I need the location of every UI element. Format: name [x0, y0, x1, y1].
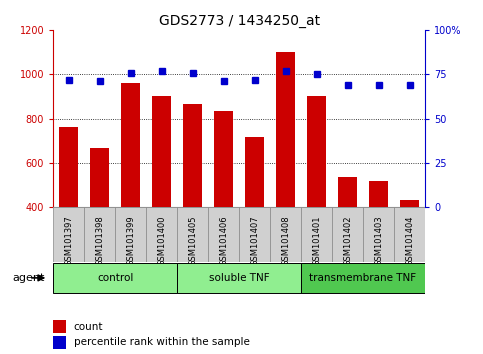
Text: count: count [73, 321, 103, 332]
Bar [245, 137, 264, 207]
Bar [184, 104, 202, 207]
Bar [177, 263, 301, 293]
Bar [270, 207, 301, 262]
Text: GSM101408: GSM101408 [281, 215, 290, 266]
Bar [53, 207, 84, 262]
Text: GSM101404: GSM101404 [405, 215, 414, 266]
Bar [369, 181, 388, 207]
Bar [208, 207, 239, 262]
Text: agent: agent [12, 273, 44, 283]
Bar [90, 148, 109, 207]
Text: percentile rank within the sample: percentile rank within the sample [73, 337, 249, 348]
Bar [146, 207, 177, 262]
Text: GSM101406: GSM101406 [219, 215, 228, 266]
Bar [53, 336, 66, 349]
Bar [338, 177, 357, 207]
Bar [53, 320, 66, 333]
Text: control: control [97, 273, 133, 283]
Bar [177, 207, 208, 262]
Bar [301, 263, 425, 293]
Text: GSM101398: GSM101398 [95, 215, 104, 266]
Bar [84, 207, 115, 262]
Text: GSM101399: GSM101399 [126, 215, 135, 266]
Bar [363, 207, 394, 262]
Text: soluble TNF: soluble TNF [209, 273, 270, 283]
Bar [115, 207, 146, 262]
Text: GSM101397: GSM101397 [64, 215, 73, 266]
Bar [152, 96, 171, 207]
Text: GSM101405: GSM101405 [188, 215, 197, 266]
Text: GSM101407: GSM101407 [250, 215, 259, 266]
Bar [59, 127, 78, 207]
Text: transmembrane TNF: transmembrane TNF [310, 273, 417, 283]
Text: GSM101400: GSM101400 [157, 215, 166, 266]
Text: GSM101403: GSM101403 [374, 215, 383, 266]
Bar [276, 52, 295, 207]
Bar [214, 111, 233, 207]
Title: GDS2773 / 1434250_at: GDS2773 / 1434250_at [158, 14, 320, 28]
Bar [307, 96, 326, 207]
Bar [301, 207, 332, 262]
Bar [53, 263, 177, 293]
Bar [394, 207, 425, 262]
Bar [121, 83, 140, 207]
Bar [400, 200, 419, 207]
Bar [239, 207, 270, 262]
Text: GSM101401: GSM101401 [312, 215, 321, 266]
Text: GSM101402: GSM101402 [343, 215, 352, 266]
Bar [332, 207, 363, 262]
